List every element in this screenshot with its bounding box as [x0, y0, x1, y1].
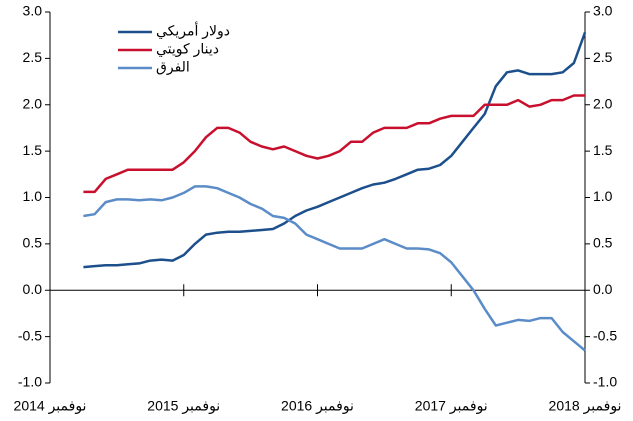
legend-label: الفرق: [156, 59, 190, 76]
x-tick-label: نوفمبر 2015: [147, 398, 220, 415]
y-tick-label: 3.0: [23, 3, 43, 19]
x-tick-label: نوفمبر 2018: [549, 398, 622, 415]
y-tick-label: -1.0: [18, 374, 42, 390]
y-tick-label: 2.0: [23, 95, 43, 111]
y2-tick-label: 3.0: [593, 3, 613, 19]
y-tick-label: 2.5: [23, 49, 43, 65]
legend-label: دولار أمريكي: [156, 22, 230, 40]
y2-tick-label: 2.0: [593, 95, 613, 111]
y2-tick-label: 1.5: [593, 142, 613, 158]
y2-tick-label: 2.5: [593, 49, 613, 65]
y2-tick-label: -1.0: [593, 374, 617, 390]
series-line: [83, 94, 585, 194]
y-tick-label: 1.5: [23, 142, 43, 158]
series-line: [83, 185, 586, 352]
y-tick-label: -0.5: [18, 327, 42, 343]
legend-label: دينار كويتي: [156, 41, 219, 58]
x-tick-label: نوفمبر 2017: [415, 398, 488, 415]
y2-tick-label: 1.0: [593, 188, 613, 204]
y2-tick-label: -0.5: [593, 327, 617, 343]
series-line: [83, 31, 587, 269]
x-tick-label: نوفمبر 2014: [14, 398, 87, 415]
y-tick-label: 0.5: [23, 235, 43, 251]
y-tick-label: 1.0: [23, 188, 43, 204]
y2-tick-label: 0.0: [593, 281, 613, 297]
x-tick-label: نوفمبر 2016: [281, 398, 354, 415]
y2-tick-label: 0.5: [593, 235, 613, 251]
y-tick-label: 0.0: [23, 281, 43, 297]
